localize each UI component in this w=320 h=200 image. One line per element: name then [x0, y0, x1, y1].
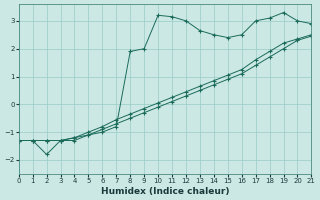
- X-axis label: Humidex (Indice chaleur): Humidex (Indice chaleur): [101, 187, 229, 196]
